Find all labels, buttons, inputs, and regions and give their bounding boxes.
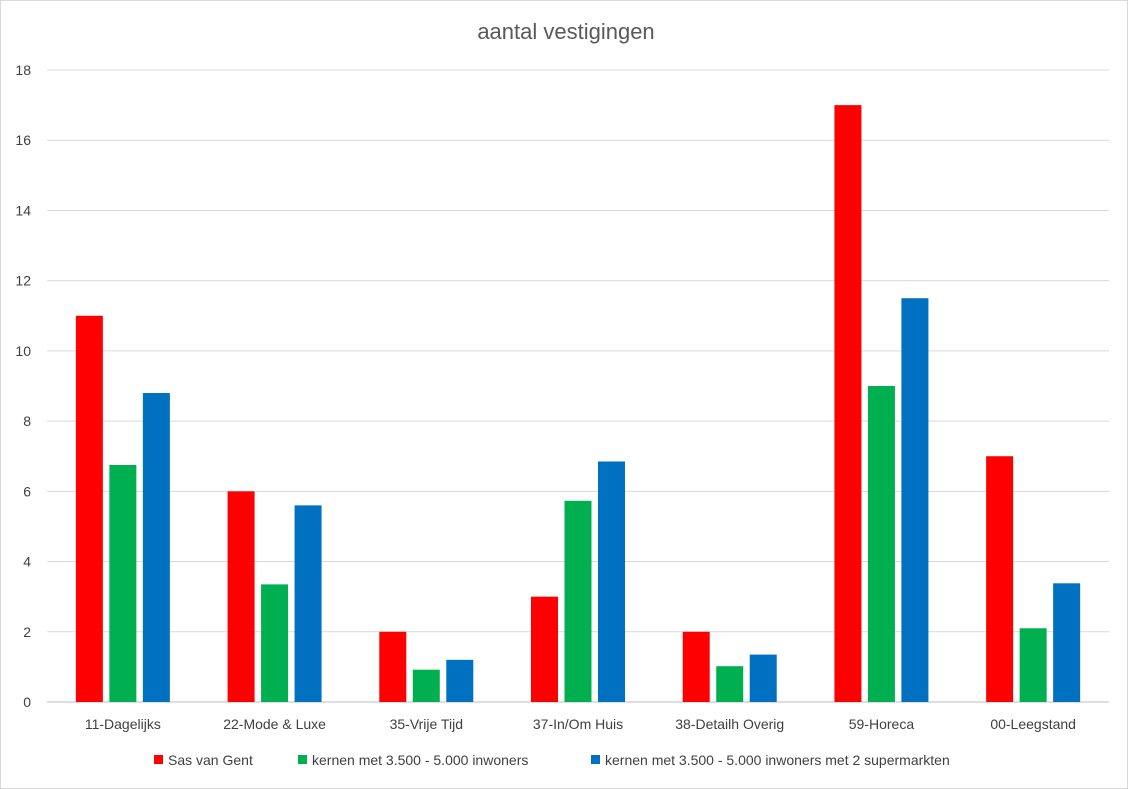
legend-label: kernen met 3.500 - 5.000 inwoners [312, 752, 528, 768]
y-tick-label: 12 [15, 273, 31, 289]
x-tick-label: 22-Mode & Luxe [223, 716, 326, 732]
y-tick-label: 16 [15, 132, 31, 148]
bar-3 [142, 393, 170, 702]
legend: Sas van Gent kernen met 3.500 - 5.000 inw… [154, 752, 950, 768]
y-tick-label: 14 [15, 202, 31, 218]
bar-3 [901, 298, 929, 702]
gridlines [47, 69, 1109, 703]
x-tick-label: 37-In/Om Huis [533, 716, 623, 732]
bar-3 [598, 461, 625, 702]
bar-1 [682, 631, 710, 702]
x-axis-ticks: 11-Dagelijks 22-Mode & Luxe 35-Vrije Tijd 3… [85, 716, 1076, 732]
bar-1 [834, 105, 862, 703]
y-tick-label: 10 [15, 343, 31, 359]
bar-2 [716, 666, 744, 702]
bar-2 [1019, 628, 1047, 702]
bar-3 [749, 654, 777, 702]
legend-label: kernen met 3.500 - 5.000 inwoners met 2 … [605, 752, 950, 768]
y-tick-label: 18 [15, 62, 31, 78]
y-axis-ticks: 0 2 4 6 8 10 12 14 16 18 [15, 62, 31, 710]
legend-swatch [154, 755, 163, 764]
y-tick-label: 6 [23, 483, 31, 499]
legend-swatch [298, 755, 307, 764]
x-tick-label: 35-Vrije Tijd [390, 716, 463, 732]
x-tick-label: 59-Horeca [849, 716, 915, 732]
bar-2 [412, 669, 440, 702]
x-tick-label: 00-Leegstand [990, 716, 1076, 732]
chart-title: aantal vestigingen [477, 19, 654, 44]
bar-3 [294, 505, 322, 702]
bar-2 [867, 386, 895, 702]
x-tick-label: 11-Dagelijks [85, 716, 161, 732]
bar-1 [379, 631, 407, 702]
bar-3 [446, 659, 474, 702]
bar-2 [261, 584, 289, 702]
legend-swatch [591, 755, 600, 764]
y-tick-label: 0 [23, 694, 31, 710]
x-tick-label: 38-Detailh Overig [675, 716, 784, 732]
y-tick-label: 4 [23, 554, 31, 570]
y-tick-label: 2 [23, 624, 31, 640]
bar-2 [109, 465, 137, 702]
bar-1 [227, 491, 255, 702]
bar-1 [986, 456, 1014, 702]
bar-1 [75, 315, 103, 702]
bar-3 [1053, 583, 1081, 702]
y-tick-label: 8 [23, 413, 31, 429]
bar-2 [564, 500, 592, 702]
bar-1 [531, 596, 558, 702]
bars [75, 105, 1081, 703]
legend-label: Sas van Gent [168, 752, 253, 768]
